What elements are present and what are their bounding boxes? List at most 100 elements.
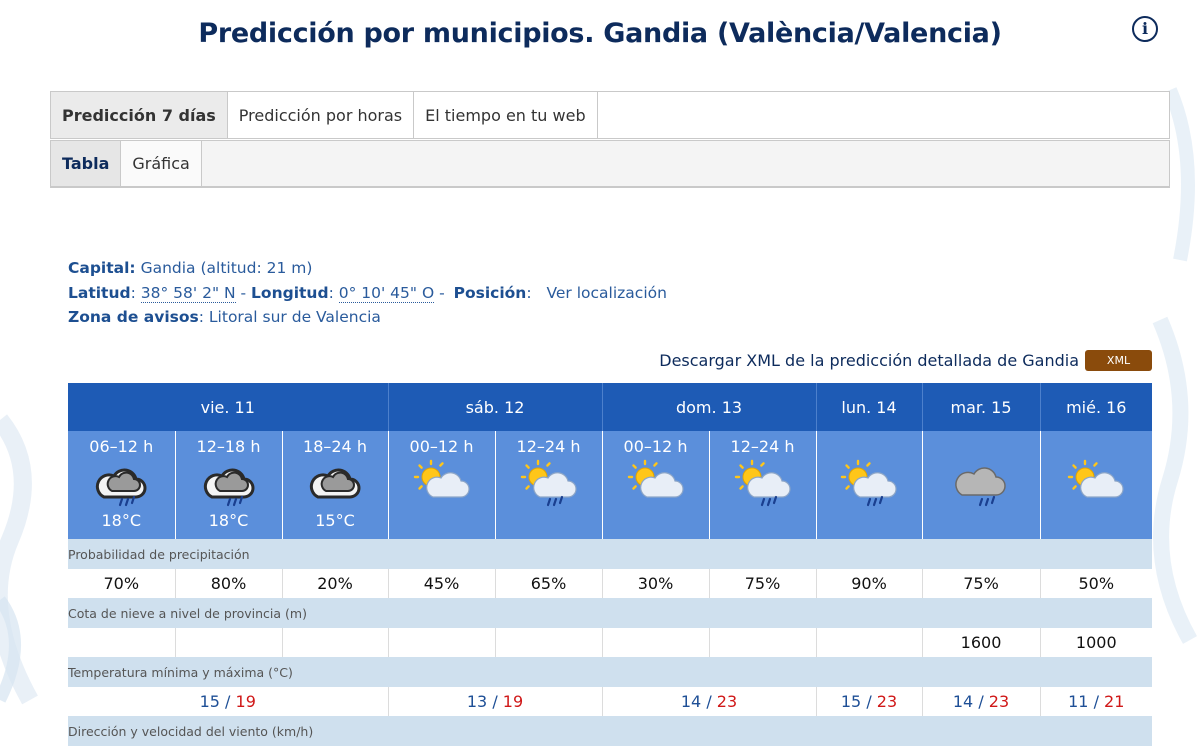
period-cell — [921, 431, 1041, 539]
period-label: 12–18 h — [196, 437, 261, 456]
info-icon[interactable]: i — [1132, 16, 1158, 42]
capital-value: Gandia (altitud: 21 m) — [140, 259, 313, 277]
period-cell: 12–18 h 18°C — [174, 431, 282, 539]
latitud-value: 38° 58' 2" N — [140, 283, 236, 303]
precip-value: 70% — [68, 569, 175, 598]
section-row-precipitation: Probabilidad de precipitación — [68, 539, 1153, 569]
snow-value — [281, 628, 388, 657]
sun-cloud-icon — [627, 459, 684, 498]
period-label: 12–24 h — [516, 437, 581, 456]
latitud-label: Latitud — [68, 283, 131, 302]
temp-min-max: 15 / 23 — [815, 687, 923, 716]
snow-value — [387, 628, 495, 657]
tab-prediccion-por-horas[interactable]: Predicción por horas — [228, 92, 415, 138]
tab-grafica[interactable]: Gráfica — [121, 141, 202, 186]
period-cell: 12–24 h — [494, 431, 603, 539]
snow-value: 1000 — [1039, 628, 1153, 657]
period-label: 06–12 h — [89, 437, 154, 456]
sun-cloud-rain-icon — [734, 459, 791, 507]
section-label: Dirección y velocidad del viento (km/h) — [68, 716, 1153, 746]
tab-prediccion-7-dias[interactable]: Predicción 7 días — [51, 92, 228, 138]
cloud-icon — [309, 468, 361, 499]
main-tabs: Predicción 7 días Predicción por horas E… — [50, 91, 1170, 139]
precip-value: 90% — [815, 569, 923, 598]
temp-separator: / — [1093, 692, 1099, 711]
location-info: Capital: Gandia (altitud: 21 m) Latitud:… — [68, 259, 667, 326]
page-title: Predicción por municipios. Gandia (Valèn… — [198, 18, 1002, 49]
day-header: mar. 15 — [921, 383, 1041, 431]
snow-value — [68, 628, 175, 657]
precip-value: 20% — [281, 569, 388, 598]
sun-cloud-rain-icon — [840, 459, 897, 507]
period-label: 12–24 h — [730, 437, 795, 456]
period-cell: 00–12 h — [387, 431, 495, 539]
xml-download-text: Descargar XML de la predicción detallada… — [659, 351, 1079, 370]
temp-separator: / — [225, 692, 231, 711]
forecast-table: vie. 11 sáb. 12 dom. 13 lun. 14 mar. 15 … — [68, 383, 1153, 746]
temp-min-max: 11 / 21 — [1039, 687, 1153, 716]
period-label: 18–24 h — [303, 437, 367, 456]
day-header: lun. 14 — [815, 383, 923, 431]
temp-min-max: 15 / 19 — [68, 687, 388, 716]
zona-avisos-label: Zona de avisos — [68, 308, 199, 326]
section-row-wind: Dirección y velocidad del viento (km/h) — [68, 716, 1153, 746]
period-cell: 00–12 h — [601, 431, 710, 539]
temp-max: 19 — [235, 692, 256, 711]
temp-separator: / — [866, 692, 872, 711]
cloud-rain-grey-icon — [955, 467, 1006, 507]
snow-value — [601, 628, 710, 657]
period-label — [1041, 437, 1153, 457]
sun-cloud-icon — [1068, 459, 1124, 498]
day-header: sáb. 12 — [387, 383, 603, 431]
temp-max: 23 — [716, 692, 738, 711]
temperature-row: 15 / 19 13 / 19 14 / 23 15 / 23 14 / 23 … — [68, 687, 1153, 716]
capital-label: Capital: — [68, 259, 136, 277]
precip-value: 80% — [174, 569, 282, 598]
longitud-label: Longitud — [251, 283, 329, 302]
xml-download-button[interactable]: XML — [1085, 350, 1152, 371]
longitud-value: 0° 10' 45" O — [338, 283, 435, 303]
tab-tabla[interactable]: Tabla — [51, 141, 122, 186]
period-cell: 18–24 h 15°C — [281, 431, 388, 539]
period-temp: 18°C — [208, 511, 249, 530]
precip-value: 30% — [601, 569, 710, 598]
sub-tabs: Tabla Gráfica — [50, 140, 1170, 188]
temp-max: 23 — [988, 692, 1010, 711]
snow-value — [815, 628, 923, 657]
day-header-row: vie. 11 sáb. 12 dom. 13 lun. 14 mar. 15 … — [68, 383, 1153, 431]
period-label: 00–12 h — [409, 437, 474, 456]
day-header: vie. 11 — [68, 383, 388, 431]
zona-avisos-value: Litoral sur de Valencia — [208, 308, 381, 326]
snow-value — [174, 628, 282, 657]
sun-cloud-rain-icon — [520, 459, 577, 507]
temp-min-max: 13 / 19 — [387, 687, 603, 716]
temp-separator: / — [706, 692, 712, 711]
period-temp: 15°C — [315, 511, 355, 530]
day-header: mié. 16 — [1039, 383, 1153, 431]
precip-value: 45% — [387, 569, 495, 598]
cloud-rain-icon — [203, 468, 254, 507]
temp-min: 14 — [680, 692, 702, 711]
section-label: Temperatura mínima y máxima (°C) — [68, 657, 1153, 687]
temp-max: 23 — [876, 692, 898, 711]
temp-max: 21 — [1104, 692, 1125, 711]
period-cell: 06–12 h 18°C — [68, 431, 175, 539]
period-cell — [815, 431, 923, 539]
posicion-label: Posición — [453, 283, 527, 302]
period-row: 06–12 h 18°C 12–18 h 18°C 18–24 h 15°C 0… — [68, 431, 1153, 539]
tab-el-tiempo-en-tu-web[interactable]: El tiempo en tu web — [414, 92, 598, 138]
day-header: dom. 13 — [601, 383, 817, 431]
ver-localizacion-link[interactable]: Ver localización — [546, 283, 667, 302]
xml-download-row: Descargar XML de la predicción detallada… — [659, 350, 1152, 371]
period-label: 00–12 h — [623, 437, 688, 456]
section-row-snow: Cota de nieve a nivel de provincia (m) — [68, 598, 1153, 628]
section-row-temperature: Temperatura mínima y máxima (°C) — [68, 657, 1153, 687]
snow-value: 1600 — [921, 628, 1041, 657]
temp-min: 15 — [840, 692, 862, 711]
period-temp: 18°C — [101, 511, 142, 530]
temp-min-max: 14 / 23 — [601, 687, 817, 716]
sun-cloud-icon — [413, 459, 470, 498]
snow-value — [708, 628, 817, 657]
temp-separator: / — [492, 692, 498, 711]
period-cell — [1039, 431, 1153, 539]
